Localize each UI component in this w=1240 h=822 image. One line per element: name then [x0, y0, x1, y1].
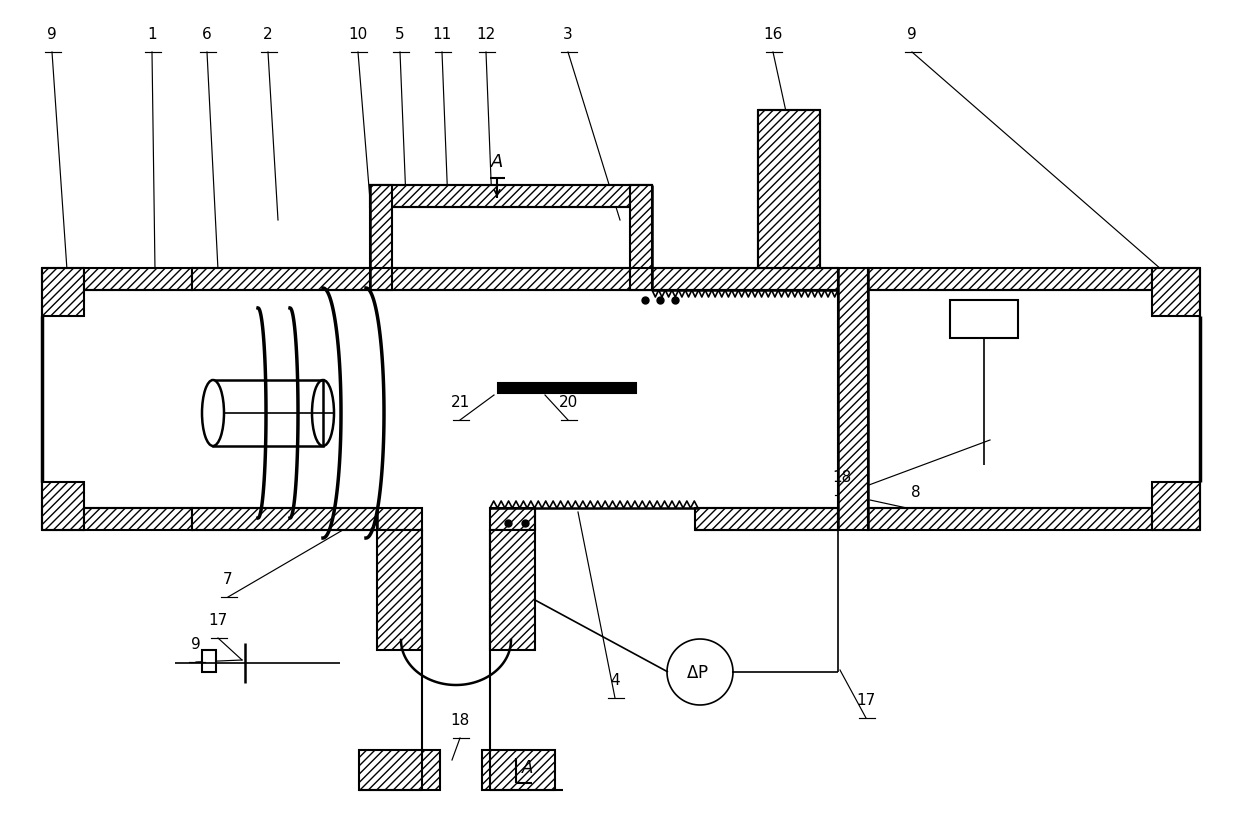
Bar [498, 383, 636, 393]
Bar [1152, 268, 1200, 316]
Bar [377, 530, 422, 650]
Text: 12: 12 [476, 27, 496, 42]
Text: 18: 18 [450, 713, 470, 728]
Text: 20: 20 [558, 395, 578, 410]
Bar [490, 530, 534, 650]
Bar [84, 508, 192, 530]
Bar [950, 300, 1018, 338]
Bar [838, 268, 868, 530]
Bar [868, 268, 1152, 290]
Text: 9: 9 [191, 637, 201, 652]
Bar [1152, 482, 1200, 530]
Text: A: A [491, 153, 503, 171]
Text: 9: 9 [47, 27, 57, 42]
Text: 6: 6 [202, 27, 212, 42]
Bar [42, 268, 84, 316]
Bar [202, 650, 216, 672]
Bar [370, 185, 652, 207]
Text: 4: 4 [610, 673, 620, 688]
Ellipse shape [202, 380, 224, 446]
Bar [192, 508, 377, 530]
Bar [213, 380, 322, 446]
Bar [360, 750, 440, 790]
Text: 17: 17 [857, 693, 875, 708]
Bar [482, 750, 556, 790]
Bar [42, 482, 84, 530]
Text: 17: 17 [208, 613, 228, 628]
Bar [370, 185, 392, 290]
Bar [377, 508, 422, 530]
Bar [490, 508, 534, 530]
Bar [192, 268, 838, 290]
Text: 9: 9 [908, 27, 916, 42]
Text: 16: 16 [764, 27, 782, 42]
Text: 8: 8 [911, 485, 921, 500]
Text: 3: 3 [563, 27, 573, 42]
Text: 5: 5 [396, 27, 404, 42]
Text: 1: 1 [148, 27, 156, 42]
Text: 21: 21 [450, 395, 470, 410]
Bar [630, 185, 652, 290]
Text: $\Delta$P: $\Delta$P [686, 664, 708, 682]
Text: 2: 2 [263, 27, 273, 42]
Text: 18: 18 [832, 470, 852, 485]
Text: 11: 11 [433, 27, 451, 42]
Text: 10: 10 [348, 27, 367, 42]
Bar [84, 268, 192, 290]
Bar [758, 110, 820, 268]
Bar [694, 508, 838, 530]
Text: A: A [522, 759, 533, 777]
Bar [868, 508, 1152, 530]
Text: 7: 7 [223, 572, 233, 587]
